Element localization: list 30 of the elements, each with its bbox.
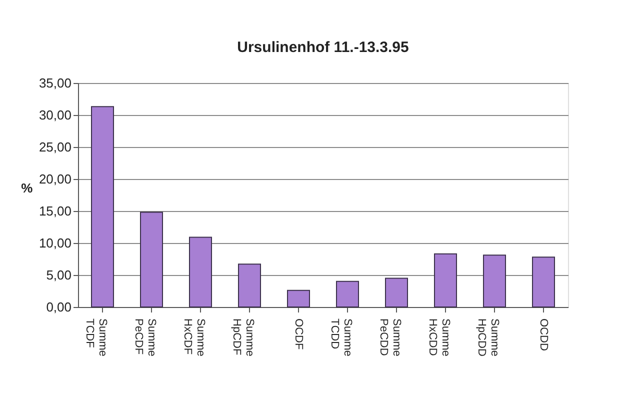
bar xyxy=(532,256,555,308)
bar xyxy=(336,280,359,308)
bar xyxy=(91,106,114,308)
x-tick-label: Summe HxCDD xyxy=(426,318,452,356)
x-tick-label: OCDD xyxy=(538,318,550,351)
x-tick-label: Summe HpCDD xyxy=(476,318,500,356)
y-axis-title: % xyxy=(21,180,34,196)
y-tick-label: 10,00 xyxy=(38,236,72,250)
bar xyxy=(385,278,408,308)
y-tick-label: 15,00 xyxy=(38,204,72,218)
x-tick-label: Summe TCDF xyxy=(84,318,108,356)
y-tick-label: 30,00 xyxy=(38,108,72,122)
bar xyxy=(287,290,310,308)
bar xyxy=(483,254,506,308)
y-tick-label: 25,00 xyxy=(38,140,72,154)
bar xyxy=(434,253,457,308)
bar xyxy=(140,212,163,308)
x-tick-label: Summe PeCDD xyxy=(378,318,402,356)
bar xyxy=(189,236,212,308)
y-tick-label: 20,00 xyxy=(38,172,72,186)
y-tick-label: 35,00 xyxy=(38,76,72,90)
x-tick-label: Summe TCDD xyxy=(328,318,354,356)
x-tick-label: Summe HpCDF xyxy=(230,318,256,356)
bar xyxy=(238,264,261,308)
y-tick-label: 5,00 xyxy=(46,268,72,282)
x-tick-label: Summe HxCDF xyxy=(182,318,206,356)
chart-title: Ursulinenhof 11.-13.3.95 xyxy=(237,39,409,56)
y-tick-label: 0,00 xyxy=(46,300,72,314)
x-tick-label: OCDF xyxy=(292,318,304,350)
x-tick-label: Summe PeCDF xyxy=(132,318,158,356)
